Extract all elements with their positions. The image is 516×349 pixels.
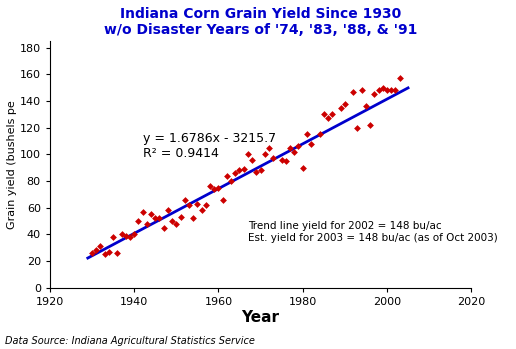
- Point: [193, 201, 201, 207]
- Point: [147, 211, 155, 217]
- Point: [375, 88, 383, 93]
- Point: [181, 197, 189, 202]
- Point: [138, 209, 147, 215]
- Text: y = 1.6786x - 3215.7
R² = 0.9414: y = 1.6786x - 3215.7 R² = 0.9414: [142, 132, 276, 161]
- Point: [370, 92, 378, 97]
- Point: [244, 152, 252, 157]
- Point: [252, 169, 261, 174]
- Point: [92, 248, 100, 253]
- Point: [105, 249, 113, 254]
- Point: [235, 168, 244, 173]
- Point: [261, 152, 269, 157]
- Text: Trend line yield for 2002 = 148 bu/ac
Est. yield for 2003 = 148 bu/ac (as of Oct: Trend line yield for 2002 = 148 bu/ac Es…: [248, 221, 497, 243]
- Point: [134, 218, 142, 224]
- Point: [239, 166, 248, 172]
- Point: [315, 132, 324, 137]
- Point: [122, 233, 130, 239]
- Y-axis label: Grain yield (bushels pe: Grain yield (bushels pe: [7, 100, 17, 229]
- Point: [202, 202, 210, 208]
- Point: [126, 234, 134, 240]
- Point: [159, 225, 168, 231]
- Point: [328, 112, 336, 117]
- Point: [218, 197, 227, 202]
- Point: [383, 88, 391, 93]
- Point: [294, 144, 302, 149]
- Point: [387, 88, 395, 93]
- Point: [319, 112, 328, 117]
- Point: [286, 145, 294, 150]
- Text: Data Source: Indiana Agricultural Statistics Service: Data Source: Indiana Agricultural Statis…: [5, 335, 255, 346]
- Point: [109, 234, 117, 240]
- Point: [362, 104, 370, 109]
- Point: [210, 186, 218, 192]
- Point: [336, 105, 345, 111]
- Point: [155, 216, 164, 221]
- Point: [379, 85, 387, 90]
- Point: [151, 216, 159, 221]
- Point: [307, 141, 315, 147]
- Point: [303, 132, 311, 137]
- Point: [290, 149, 298, 155]
- Point: [278, 157, 286, 163]
- Point: [395, 76, 404, 81]
- X-axis label: Year: Year: [241, 310, 280, 325]
- Point: [214, 185, 222, 191]
- Point: [324, 116, 332, 121]
- Point: [227, 178, 235, 184]
- Point: [88, 250, 96, 256]
- Point: [96, 244, 105, 249]
- Title: Indiana Corn Grain Yield Since 1930
w/o Disaster Years of '74, '83, '88, & '91: Indiana Corn Grain Yield Since 1930 w/o …: [104, 7, 417, 37]
- Point: [130, 232, 138, 237]
- Point: [172, 221, 181, 227]
- Point: [391, 88, 399, 93]
- Point: [265, 145, 273, 150]
- Point: [366, 122, 374, 128]
- Point: [353, 125, 362, 131]
- Point: [198, 208, 206, 213]
- Point: [358, 88, 366, 93]
- Point: [269, 156, 277, 161]
- Point: [248, 157, 256, 163]
- Point: [341, 101, 349, 106]
- Point: [256, 168, 265, 173]
- Point: [117, 232, 125, 237]
- Point: [113, 250, 121, 256]
- Point: [101, 252, 109, 257]
- Point: [176, 214, 185, 220]
- Point: [168, 218, 176, 224]
- Point: [185, 202, 193, 208]
- Point: [231, 170, 239, 176]
- Point: [223, 173, 231, 179]
- Point: [164, 208, 172, 213]
- Point: [189, 216, 197, 221]
- Point: [349, 89, 358, 95]
- Point: [282, 158, 290, 164]
- Point: [206, 184, 214, 189]
- Point: [299, 165, 307, 171]
- Point: [142, 221, 151, 227]
